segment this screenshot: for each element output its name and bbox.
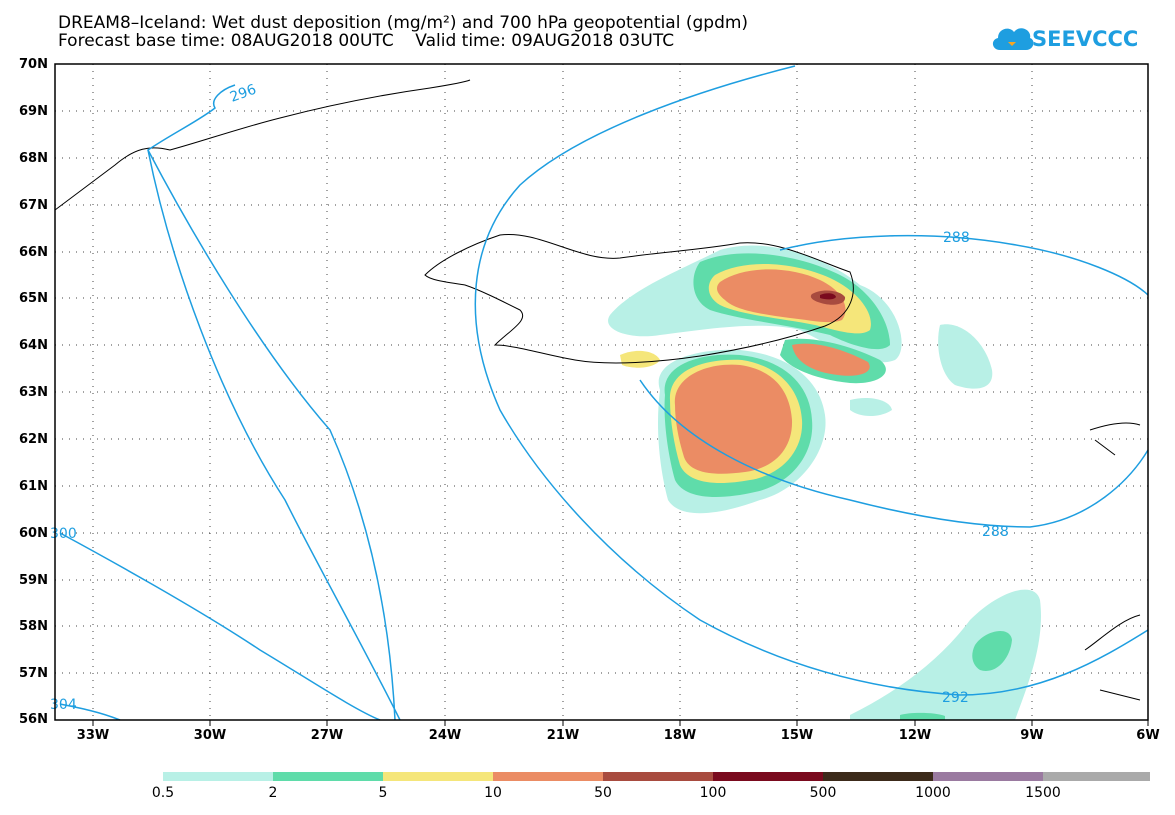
colorbar-label: 10 xyxy=(484,785,502,801)
contour-label-300: 300 xyxy=(50,526,77,542)
lat-label: 61N xyxy=(19,479,48,494)
lat-label: 70N xyxy=(19,57,48,72)
coastlines xyxy=(54,79,1141,701)
colorbar-label: 100 xyxy=(699,785,727,801)
lat-label: 60N xyxy=(19,526,48,541)
lon-label: 9W xyxy=(1020,728,1044,743)
seevccc-logo: SEEVCCC xyxy=(990,20,1138,56)
geopotential-contours xyxy=(59,65,1149,721)
contour-label-288-north: 288 xyxy=(943,230,970,246)
lon-label: 12W xyxy=(898,728,932,743)
colorbar-swatch-1 xyxy=(273,772,383,781)
colorbar-swatch-0 xyxy=(163,772,273,781)
lon-label: 33W xyxy=(76,728,110,743)
lat-label: 68N xyxy=(19,151,48,166)
cloud-icon xyxy=(992,28,1034,50)
colorbar-label: 0.5 xyxy=(151,785,175,801)
colorbar-swatch-4 xyxy=(603,772,713,781)
colorbar-swatch-2 xyxy=(383,772,493,781)
lat-label: 57N xyxy=(19,666,48,681)
lat-label: 62N xyxy=(19,432,48,447)
lat-label: 65N xyxy=(19,291,48,306)
colorbar-label: 1500 xyxy=(1025,785,1061,801)
map-subtitle: Forecast base time: 08AUG2018 00UTC Vali… xyxy=(58,31,675,51)
lat-label: 67N xyxy=(19,198,48,213)
colorbar-swatch-8 xyxy=(1043,772,1150,781)
lon-label: 27W xyxy=(310,728,344,743)
lat-label: 63N xyxy=(19,385,48,400)
contour-label-292: 292 xyxy=(942,690,969,706)
lon-label: 21W xyxy=(546,728,580,743)
contour-label-288-south: 288 xyxy=(982,524,1009,540)
lat-label: 64N xyxy=(19,338,48,353)
lat-label: 69N xyxy=(19,104,48,119)
colorbar-label: 500 xyxy=(809,785,837,801)
logo-text: SEEVCCC xyxy=(1032,27,1139,51)
contour-label-304: 304 xyxy=(50,697,77,713)
axis-ticks xyxy=(92,720,1149,726)
dust-deposition-field xyxy=(608,245,1041,720)
colorbar-label: 5 xyxy=(378,785,388,801)
colorbar xyxy=(163,772,1150,781)
lat-label: 58N xyxy=(19,619,48,634)
colorbar-swatch-3 xyxy=(493,772,603,781)
lon-label: 24W xyxy=(428,728,462,743)
lon-label: 6W xyxy=(1136,728,1160,743)
colorbar-label: 1000 xyxy=(915,785,951,801)
colorbar-swatch-7 xyxy=(933,772,1043,781)
graticule xyxy=(55,64,1148,720)
lon-label: 18W xyxy=(663,728,697,743)
lat-label: 66N xyxy=(19,245,48,260)
colorbar-label: 50 xyxy=(594,785,612,801)
lon-label: 15W xyxy=(780,728,814,743)
colorbar-swatch-6 xyxy=(823,772,933,781)
lat-label: 59N xyxy=(19,573,48,588)
lon-label: 30W xyxy=(193,728,227,743)
colorbar-swatch-5 xyxy=(713,772,823,781)
lat-label: 56N xyxy=(19,712,48,727)
map-title: DREAM8–Iceland: Wet dust deposition (mg/… xyxy=(58,13,749,33)
map-frame xyxy=(54,63,1149,721)
colorbar-label: 2 xyxy=(268,785,278,801)
